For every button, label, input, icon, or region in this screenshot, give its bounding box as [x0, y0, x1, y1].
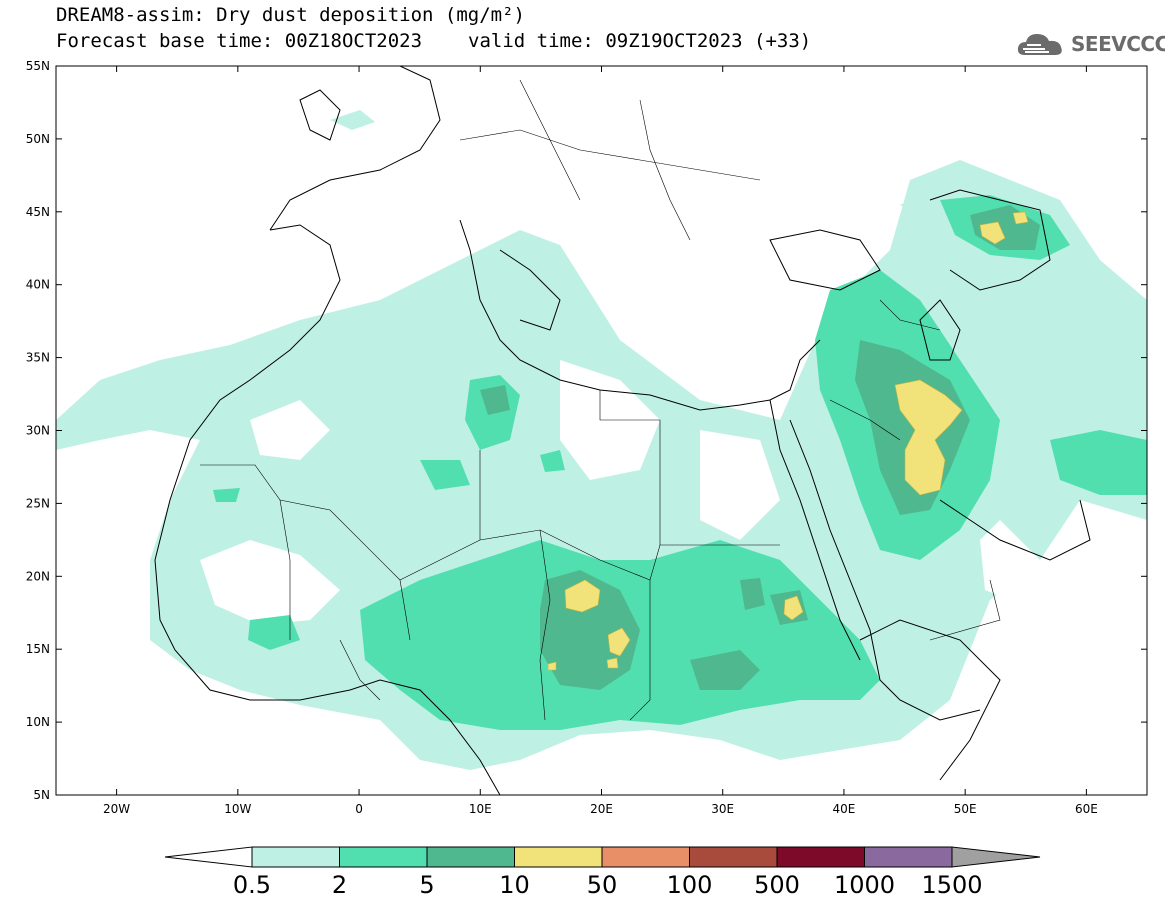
lat-tick-label: 55N [26, 59, 50, 73]
logo-text: SEEVCCC [1071, 32, 1165, 56]
lat-tick-label: 45N [26, 205, 50, 219]
colorbar-segment [776, 846, 865, 868]
map-subtitle: Forecast base time: 00Z18OCT2023 valid ti… [56, 30, 811, 52]
colorbar-segment [514, 846, 603, 868]
country-borders [200, 79, 1001, 721]
lon-tick-label: 20W [103, 802, 130, 816]
colorbar-segment [601, 846, 690, 868]
lon-tick-label: 50E [954, 802, 977, 816]
colorbar-label: 2 [332, 871, 347, 899]
colorbar-label: 50 [587, 871, 618, 899]
colorbar-label: 10 [499, 871, 530, 899]
dust-field-gaps [200, 360, 1040, 625]
colorbar-segment [426, 846, 515, 868]
map-area [56, 66, 1147, 795]
colorbar-lower-extend [164, 846, 253, 868]
lon-tick-label: 40E [833, 802, 856, 816]
colorbar-segment [339, 846, 428, 868]
colorbar: 0.5 2 5 10 50 100 500 1000 1500 [164, 846, 1041, 899]
longitude-axis: 20W 10W 0 10E 20E 30E 40E 50E 60E [103, 66, 1098, 816]
lat-tick-label: 10N [26, 715, 50, 729]
map-title: DREAM8-assim: Dry dust deposition (mg/m²… [56, 4, 525, 26]
colorbar-label: 1000 [834, 871, 895, 899]
lon-tick-label: 20E [590, 802, 613, 816]
lon-tick-label: 30E [711, 802, 734, 816]
dust-field-high [547, 211, 1029, 671]
seevccc-logo: SEEVCCC [1015, 24, 1165, 64]
lat-tick-label: 15N [26, 642, 50, 656]
colorbar-label: 1500 [921, 871, 982, 899]
colorbar-segment [689, 846, 778, 868]
colorbar-label: 5 [419, 871, 434, 899]
lat-tick-label: 25N [26, 496, 50, 510]
lat-tick-label: 50N [26, 132, 50, 146]
lon-tick-label: 0 [355, 802, 363, 816]
base-time: Forecast base time: 00Z18OCT2023 [56, 30, 423, 52]
colorbar-label: 0.5 [233, 871, 271, 899]
latitude-axis: 5N 10N 15N 20N 25N 30N 35N 40N 45N 50N 55N [26, 59, 1147, 802]
lat-tick-label: 40N [26, 278, 50, 292]
lat-tick-label: 30N [26, 424, 50, 438]
colorbar-segment [251, 846, 340, 868]
colorbar-upper-extend [951, 846, 1041, 868]
valid-time: valid time: 09Z19OCT2023 (+33) [468, 30, 812, 52]
colorbar-segment [864, 846, 953, 868]
lon-tick-label: 60E [1075, 802, 1098, 816]
lat-tick-label: 20N [26, 569, 50, 583]
coastlines [154, 66, 1091, 795]
colorbar-label: 100 [667, 871, 713, 899]
lon-tick-label: 10W [224, 802, 251, 816]
lon-tick-label: 10E [469, 802, 492, 816]
cloud-icon [1017, 34, 1062, 55]
lat-tick-label: 35N [26, 351, 50, 365]
colorbar-label: 500 [754, 871, 800, 899]
lat-tick-label: 5N [33, 788, 50, 802]
